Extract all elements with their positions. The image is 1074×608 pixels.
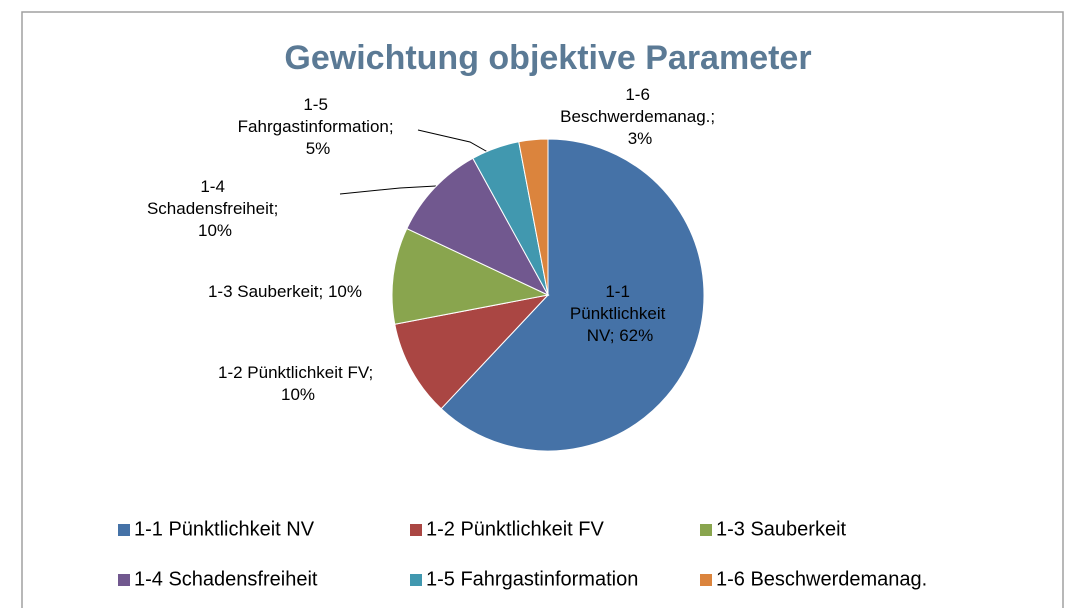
legend-swatch [700,524,712,536]
legend-swatch [410,524,422,536]
legend-swatch [118,574,130,586]
data-label: 1-4 Schadensfreiheit; 10% [147,177,283,240]
pie-slice [391,227,550,325]
legend-swatch [118,524,130,536]
legend-swatch [410,574,422,586]
legend-label: 1-3 Sauberkeit [716,518,847,540]
legend-label: 1-2 Pünktlichkeit FV [426,518,605,540]
data-label: 1-3 Sauberkeit; 10% [208,282,362,301]
data-label: 1-1 Pünktlichkeit NV; 62% [570,282,670,345]
pie-slice [440,138,705,452]
pie-slice [394,294,550,410]
legend-swatch [700,574,712,586]
leader-line [417,129,494,156]
legend-label: 1-6 Beschwerdemanag. [716,568,927,590]
chart-title: Gewichtung objektive Parameter [284,39,811,77]
legend-label: 1-1 Pünktlichkeit NV [134,518,315,540]
data-label: 1-2 Pünktlichkeit FV; 10% [218,363,378,404]
pie-slice [518,138,549,296]
legend-label: 1-4 Schadensfreiheit [134,568,318,590]
data-label: 1-5 Fahrgastinformation; 5% [238,95,399,158]
legend-label: 1-5 Fahrgastinformation [426,568,638,590]
data-label: 1-6 Beschwerdemanag.; 3% [560,85,720,148]
pie-slice [406,157,550,297]
leader-line [339,185,437,195]
